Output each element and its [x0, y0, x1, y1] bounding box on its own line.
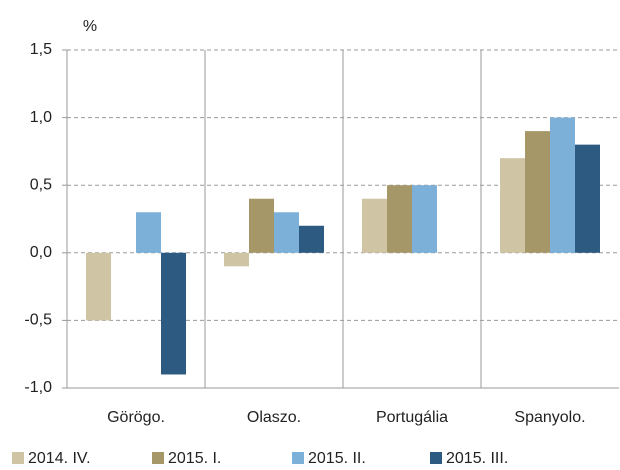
x-tick-label: Spanyolo.	[514, 409, 585, 426]
bar	[412, 185, 437, 253]
bar	[136, 212, 161, 253]
x-tick-label: Portugália	[376, 409, 448, 426]
legend-swatch	[12, 452, 24, 464]
x-tick-label: Olaszo.	[247, 409, 301, 426]
bar	[387, 185, 412, 253]
y-tick-label: 1,0	[30, 109, 52, 126]
legend-swatch	[430, 452, 442, 464]
y-tick-label: 1,5	[30, 41, 52, 58]
legend-label: 2015. III.	[446, 450, 508, 467]
y-tick-label: 0,5	[30, 176, 52, 193]
legend-label: 2015. II.	[308, 450, 366, 467]
bar	[299, 225, 324, 253]
y-tick-label: 0,0	[30, 244, 52, 261]
bar	[500, 158, 525, 253]
bar	[224, 252, 249, 267]
bar	[362, 198, 387, 253]
legend-label: 2014. IV.	[28, 450, 91, 467]
bar	[86, 252, 111, 321]
bar	[274, 212, 299, 253]
x-tick-label: Görögo.	[107, 409, 165, 426]
y-axis-label: %	[83, 18, 97, 35]
y-tick-label: -0,5	[24, 312, 52, 329]
bar	[575, 144, 600, 253]
bar	[249, 198, 274, 253]
bar	[161, 252, 186, 375]
legend-swatch	[152, 452, 164, 464]
bar	[550, 117, 575, 253]
legend-swatch	[292, 452, 304, 464]
bar	[525, 131, 550, 253]
legend-label: 2015. I.	[168, 450, 221, 467]
y-tick-label: -1,0	[24, 379, 52, 396]
